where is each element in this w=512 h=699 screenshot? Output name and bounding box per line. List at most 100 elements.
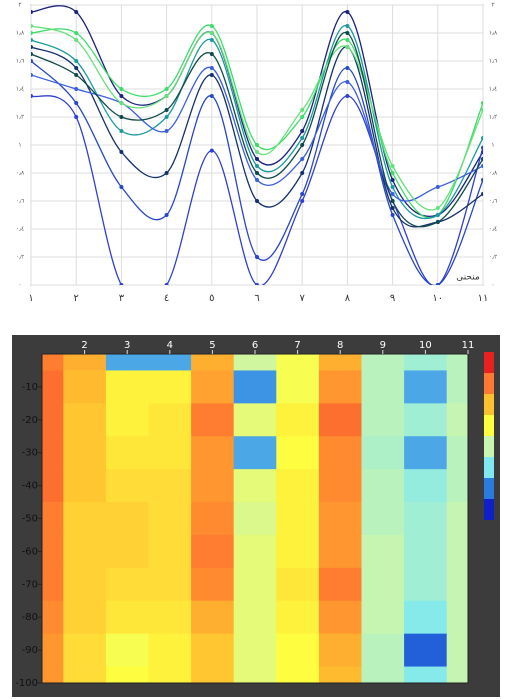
- heat-cell: [105, 633, 149, 668]
- y-tick-label-right: ٠٫٨: [489, 170, 498, 177]
- x-tick-label: 3: [124, 340, 130, 351]
- y-tick-label-right: ١: [491, 142, 494, 149]
- data-point: [345, 45, 350, 49]
- heat-cell: [148, 403, 192, 437]
- heat-cell: [105, 436, 149, 470]
- y-tick-label: ١٫٤: [16, 86, 24, 93]
- heat-cell: [404, 370, 448, 404]
- heat-cell: [361, 354, 405, 371]
- heat-cell: [42, 436, 64, 470]
- data-point: [345, 80, 350, 84]
- heat-cell: [42, 567, 64, 602]
- data-point: [255, 199, 259, 203]
- heat-cell: [191, 370, 235, 404]
- data-point: [164, 115, 169, 119]
- heat-cell: [404, 600, 448, 635]
- heat-cell: [191, 633, 235, 668]
- heat-cell: [446, 502, 469, 536]
- y-tick-label: -40: [22, 481, 38, 492]
- y-tick-label-right: ١٫٨: [489, 30, 498, 37]
- heat-cell: [148, 600, 192, 635]
- y-tick-label: ٢: [18, 2, 21, 9]
- heat-cell: [63, 600, 107, 635]
- heat-cell: [148, 534, 192, 569]
- heat-cell: [276, 403, 320, 437]
- heat-cell: [276, 469, 320, 503]
- x-tick-label: 5: [209, 340, 215, 351]
- heat-cell: [191, 567, 235, 602]
- y-tick-label-right: ٠: [491, 282, 494, 289]
- data-point: [164, 129, 169, 133]
- heat-cell: [361, 502, 405, 536]
- series-line: [31, 5, 483, 218]
- data-point: [31, 31, 33, 35]
- data-point: [300, 143, 305, 147]
- y-tick-label: -50: [22, 514, 38, 525]
- heat-cell: [233, 469, 277, 503]
- series-line: [31, 95, 483, 285]
- y-tick-label: ٠: [18, 282, 21, 289]
- x-tick-label: 7: [294, 340, 300, 351]
- y-tick-label: -90: [22, 645, 38, 656]
- data-point: [255, 150, 259, 154]
- heat-cell: [233, 502, 277, 536]
- data-point: [74, 87, 79, 91]
- heat-cell: [63, 567, 107, 602]
- data-point: [390, 213, 395, 217]
- heat-cell: [446, 600, 469, 635]
- data-point: [481, 145, 483, 150]
- heat-cell: [361, 403, 405, 437]
- x-tick-label: ٢: [74, 293, 79, 304]
- heat-cell: [148, 502, 192, 536]
- heat-cell: [404, 354, 448, 371]
- colorbar-swatch: [484, 415, 494, 436]
- heat-cell: [148, 469, 192, 503]
- heat-cell: [105, 403, 149, 437]
- heat-cell: [446, 633, 469, 668]
- y-tick-label-right: ٢: [491, 2, 494, 9]
- y-tick-label: ١: [18, 142, 21, 149]
- data-point: [481, 136, 483, 140]
- y-tick-label-right: ٠٫٦: [489, 198, 497, 205]
- heat-cell: [446, 436, 469, 470]
- heat-cell: [233, 600, 277, 635]
- data-point: [345, 31, 350, 35]
- data-point: [481, 108, 483, 112]
- heat-cell: [63, 502, 107, 536]
- heat-cell: [191, 403, 235, 437]
- x-tick-label: ١٠: [432, 293, 443, 304]
- data-point: [164, 108, 169, 112]
- data-point: [390, 192, 395, 196]
- data-point: [481, 164, 483, 168]
- heat-cell: [404, 403, 448, 437]
- heat-cell: [148, 633, 192, 668]
- heat-cell: [276, 567, 320, 602]
- data-point: [209, 52, 214, 56]
- data-point: [390, 206, 395, 210]
- heat-cell: [446, 403, 469, 437]
- heat-cell: [42, 666, 64, 684]
- x-tick-label: 10: [419, 340, 432, 351]
- heat-cell: [361, 567, 405, 602]
- heat-cell: [318, 370, 362, 404]
- data-point: [119, 283, 124, 285]
- heat-cell: [233, 354, 277, 371]
- y-tick-label: -70: [22, 579, 38, 590]
- x-tick-label: ١: [28, 293, 33, 304]
- heat-cell: [105, 469, 149, 503]
- data-point: [255, 255, 259, 259]
- data-point: [164, 94, 169, 98]
- data-point: [255, 178, 259, 182]
- y-tick-label: -10: [22, 382, 38, 393]
- data-point: [481, 101, 483, 105]
- heat-cell: [191, 534, 235, 569]
- heat-cell: [404, 666, 448, 684]
- y-tick-label: -30: [22, 448, 38, 459]
- series-group: [31, 5, 483, 285]
- data-point: [209, 66, 214, 70]
- x-tick-label: ٤: [164, 293, 169, 304]
- data-point: [31, 73, 33, 77]
- data-point: [300, 136, 305, 140]
- data-point: [435, 185, 440, 189]
- heat-cell: [276, 436, 320, 470]
